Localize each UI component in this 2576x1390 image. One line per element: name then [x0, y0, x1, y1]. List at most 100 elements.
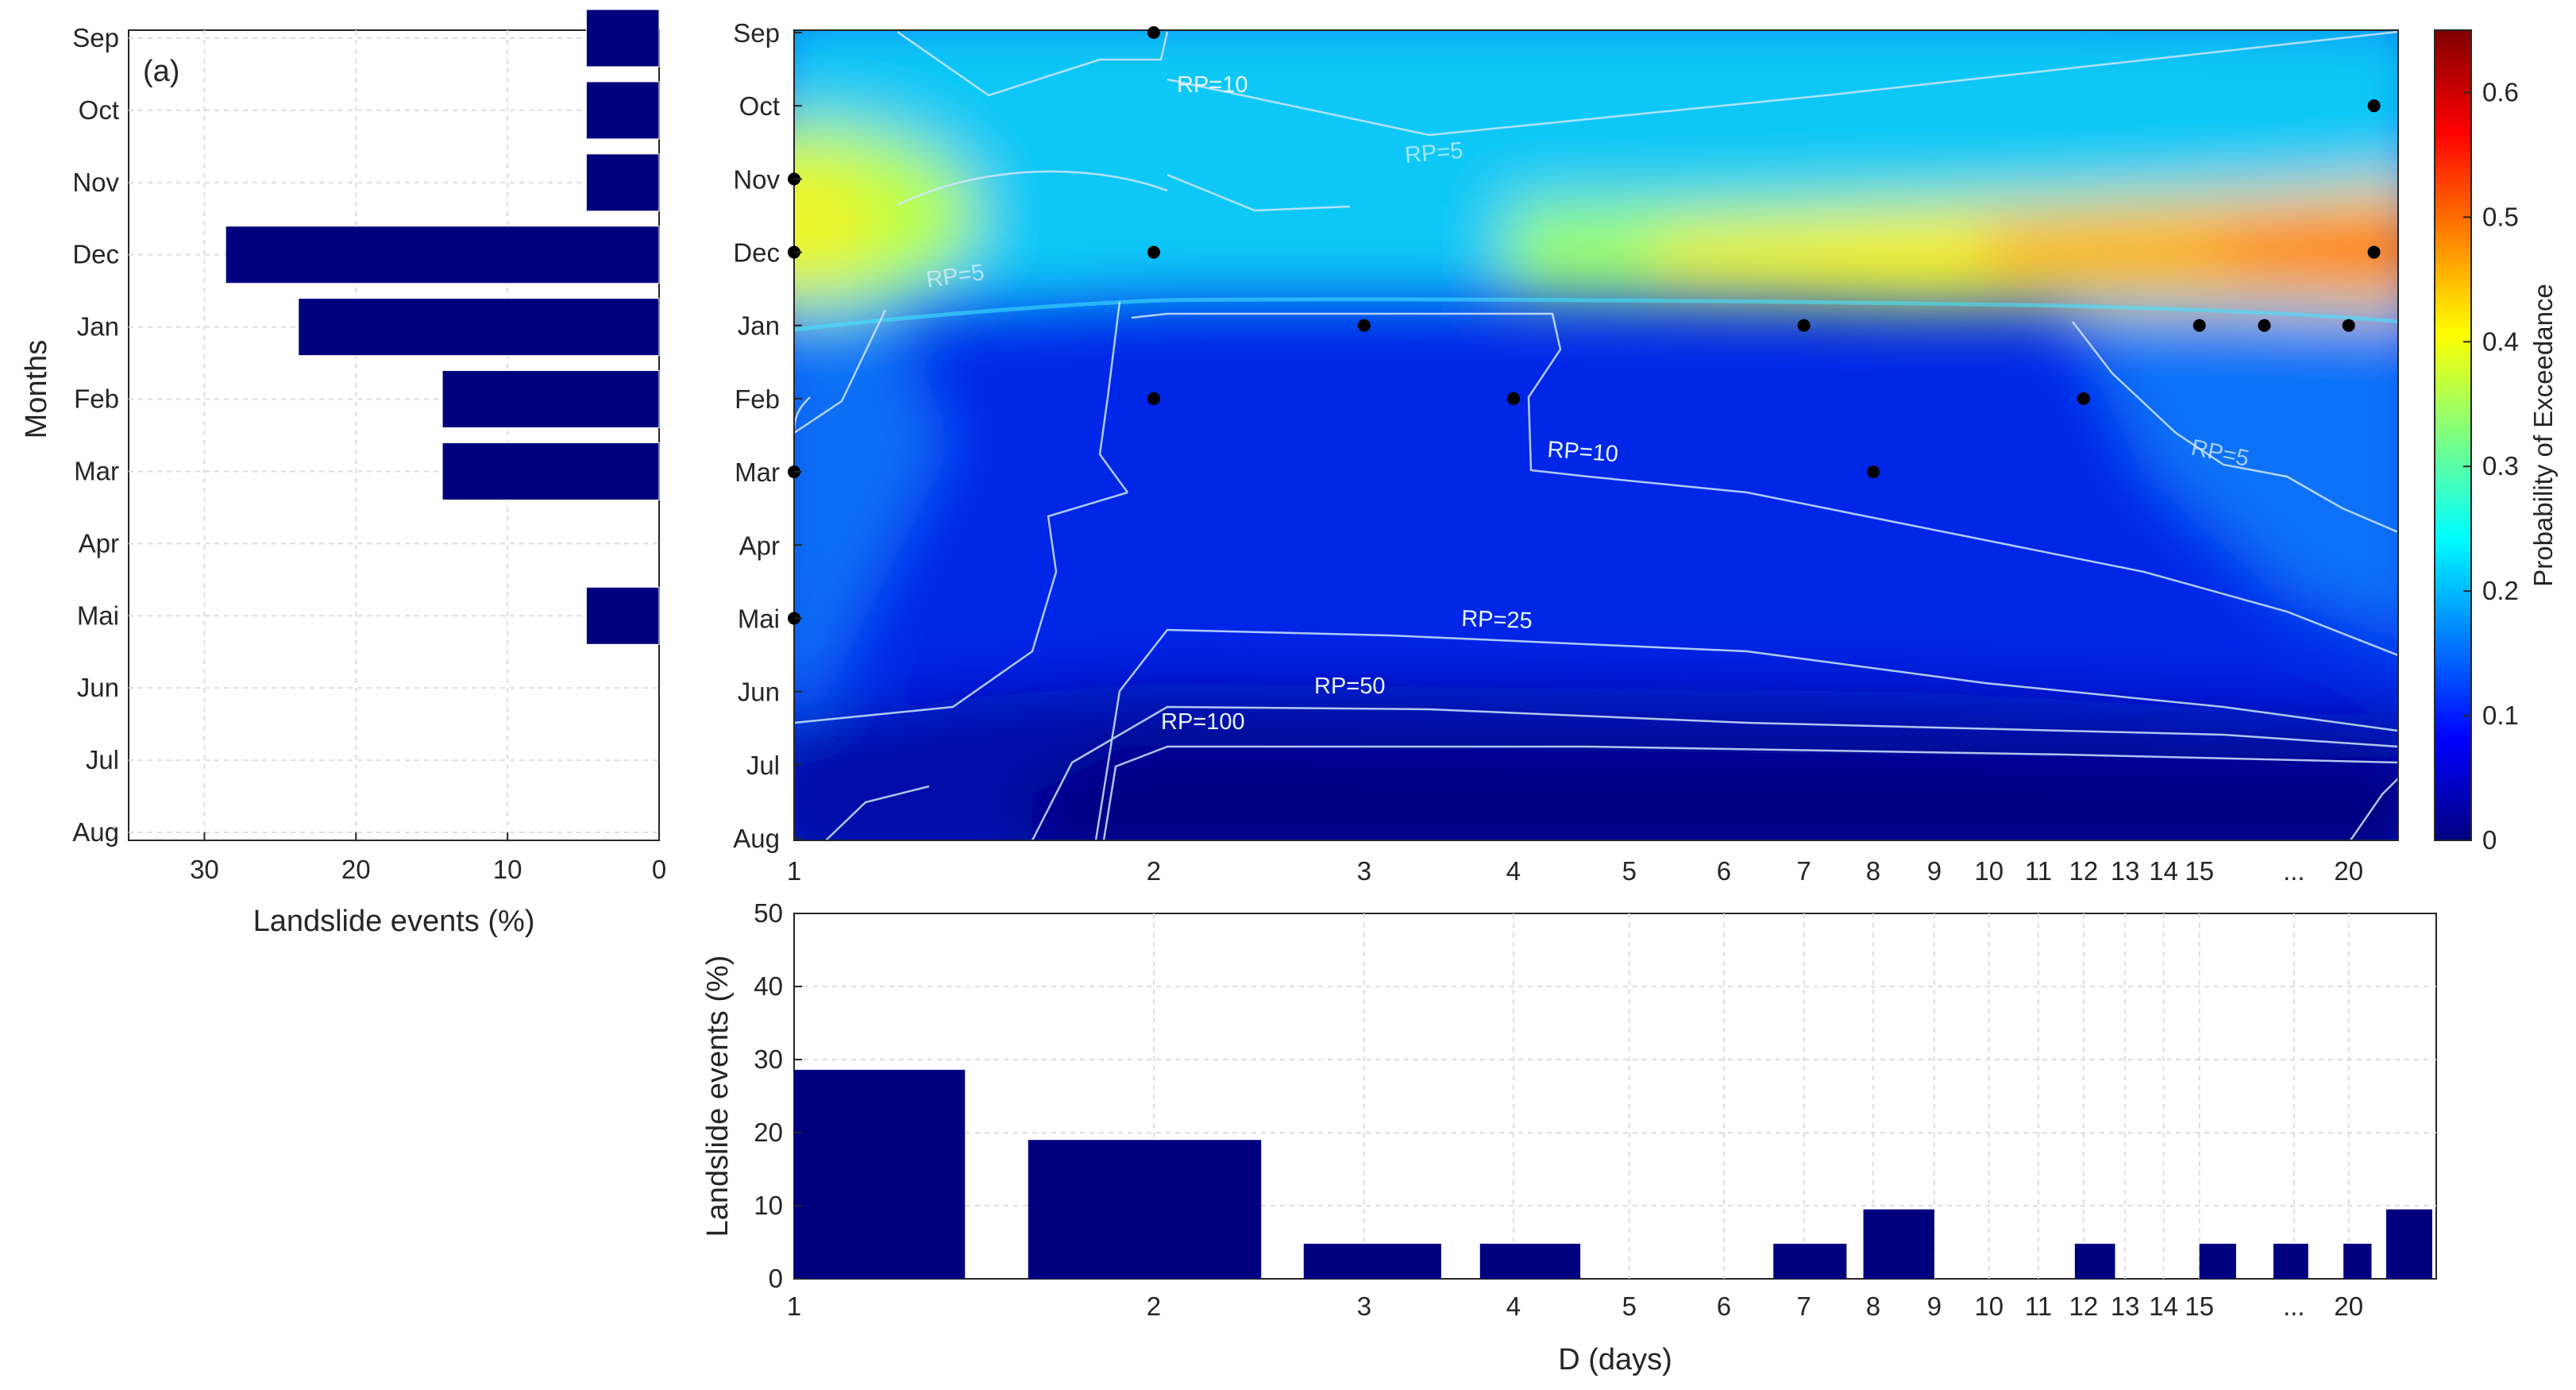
- duration-y-tick-label: 30: [754, 1044, 783, 1074]
- exceedance-map-frame: [793, 29, 2399, 841]
- map-month-tick-label: Sep: [733, 18, 780, 48]
- duration-bar: [2385, 1209, 2432, 1279]
- map-duration-tick-label: 1: [787, 856, 801, 886]
- duration-histogram-xlabel: D (days): [1558, 1343, 1672, 1376]
- exceedance-map-panel: RP=10 RP=5 RP=5 RP=10 RP=5 RP=25 RP=50 R…: [733, 18, 2399, 886]
- month-tick-label: Nov: [72, 168, 119, 197]
- colorbar-tick-label: 0.3: [2482, 451, 2519, 481]
- month-tick-label: Apr: [79, 528, 119, 558]
- colorbar-tick-label: 0.6: [2482, 77, 2519, 106]
- duration-x-tick-label: 2: [1147, 1292, 1161, 1321]
- duration-bar: [794, 1069, 966, 1279]
- colorbar-tick-label: 0.1: [2482, 701, 2519, 730]
- landslide-event-dot: [1357, 319, 1371, 332]
- duration-x-tick-label: 11: [2025, 1292, 2052, 1321]
- duration-bar: [2343, 1243, 2372, 1279]
- duration-bar: [2273, 1243, 2308, 1279]
- duration-y-tick-label: 40: [754, 971, 783, 1001]
- map-duration-tick-label: 10: [1974, 856, 2003, 886]
- duration-histogram-ylabel: Landslide events (%): [701, 956, 735, 1237]
- month-tick-label: Jan: [77, 312, 119, 342]
- duration-histogram-grid: [794, 913, 2436, 1279]
- colorbar-tick-label: 0: [2482, 825, 2497, 855]
- duration-x-tick-label: 15: [2185, 1292, 2214, 1321]
- duration-x-tick-label: 10: [1974, 1292, 2003, 1321]
- map-month-tick-label: Mai: [738, 604, 780, 633]
- duration-x-tick-label: 1: [787, 1292, 801, 1321]
- duration-x-tick-label: 20: [2334, 1292, 2363, 1321]
- month-bar: [585, 81, 660, 140]
- map-month-tick-label: Mar: [735, 458, 780, 487]
- map-duration-tick-label: 6: [1717, 856, 1731, 886]
- duration-bar: [2074, 1243, 2115, 1279]
- x-tick-label: 10: [493, 855, 523, 884]
- colorbar-tick-label: 0.2: [2482, 576, 2519, 605]
- landslide-event-dot: [2077, 392, 2090, 405]
- contour-label: RP=25: [1461, 606, 1533, 634]
- map-duration-tick-label: 7: [1796, 856, 1811, 886]
- duration-x-tick-label: 4: [1506, 1292, 1521, 1321]
- month-tick-label: Mar: [74, 456, 119, 485]
- map-month-tick-label: Jul: [746, 751, 780, 780]
- map-month-tick-label: Jan: [738, 311, 780, 341]
- month-tick-label: Mai: [77, 600, 119, 630]
- month-tick-label: Jul: [86, 745, 119, 774]
- months-histogram-ticks: 30 20 10 0 Sep Oct Nov Dec Jan Feb Mar Apr Mai Jun Jul…: [72, 23, 666, 884]
- map-duration-tick-label: ...: [2283, 856, 2305, 886]
- month-bar: [442, 370, 660, 429]
- duration-bar: [1303, 1243, 1441, 1279]
- duration-y-tick-label: 20: [754, 1118, 783, 1147]
- map-duration-tick-label: 14: [2149, 856, 2178, 886]
- map-duration-tick-label: 4: [1506, 856, 1521, 886]
- landslide-event-dot: [2367, 99, 2381, 113]
- contour-label: RP=10: [1547, 437, 1619, 467]
- contour-label: RP=5: [1404, 138, 1464, 168]
- month-bar: [585, 153, 660, 212]
- colorbar-tick-label: 0.4: [2482, 326, 2519, 356]
- duration-x-tick-label: 9: [1927, 1292, 1942, 1321]
- map-duration-tick-label: 11: [2025, 856, 2052, 886]
- map-duration-tick-label: 9: [1927, 856, 1942, 886]
- months-histogram-ylabel: Months: [20, 340, 53, 439]
- contour-label: RP=50: [1314, 674, 1385, 699]
- map-month-tick-label: Feb: [735, 384, 780, 414]
- landslide-event-dot: [1147, 26, 1160, 39]
- month-tick-label: Feb: [74, 384, 119, 414]
- duration-x-tick-label: 7: [1796, 1292, 1811, 1321]
- month-bar: [585, 586, 660, 645]
- duration-x-tick-label: 8: [1866, 1292, 1880, 1321]
- map-duration-tick-label: 13: [2111, 856, 2140, 886]
- landslide-event-dot: [1797, 319, 1811, 332]
- map-month-tick-label: Nov: [733, 164, 780, 194]
- panel-label: (a): [143, 55, 179, 88]
- landslide-event-dot: [2367, 245, 2381, 259]
- map-month-tick-label: Dec: [733, 238, 780, 268]
- duration-bar: [1863, 1209, 1934, 1279]
- map-duration-tick-label: 8: [1866, 856, 1880, 886]
- exceedance-map-field: [794, 30, 2398, 840]
- x-tick-label: 30: [190, 855, 219, 884]
- colorbar-ticks: 0 0.1 0.2 0.3 0.4 0.5 0.6: [2463, 77, 2519, 855]
- landslide-event-dot: [1147, 245, 1160, 259]
- map-duration-tick-label: 12: [2069, 856, 2099, 886]
- duration-x-tick-label: 3: [1357, 1292, 1371, 1321]
- map-duration-tick-label: 5: [1622, 856, 1637, 886]
- duration-y-tick-label: 0: [769, 1264, 783, 1293]
- month-tick-label: Dec: [72, 240, 119, 269]
- duration-bar: [1479, 1243, 1581, 1279]
- map-month-tick-label: Oct: [739, 91, 780, 121]
- duration-x-tick-label: ...: [2283, 1292, 2305, 1321]
- months-histogram-bars: [225, 9, 660, 645]
- months-histogram-frame: [128, 29, 660, 841]
- month-bar: [225, 226, 660, 284]
- map-duration-tick-label: 15: [2185, 856, 2214, 886]
- contour-label: RP=10: [1177, 72, 1248, 98]
- landslide-event-dot: [1506, 392, 1520, 405]
- duration-x-tick-label: 14: [2149, 1292, 2178, 1321]
- exceedance-map-month-ticks: Sep Oct Nov Dec Jan Feb Mar Apr Mai Jun Jul Aug: [733, 18, 802, 853]
- map-month-tick-label: Aug: [733, 824, 780, 853]
- landslide-event-dot: [2192, 319, 2206, 332]
- duration-x-tick-label: 6: [1717, 1292, 1731, 1321]
